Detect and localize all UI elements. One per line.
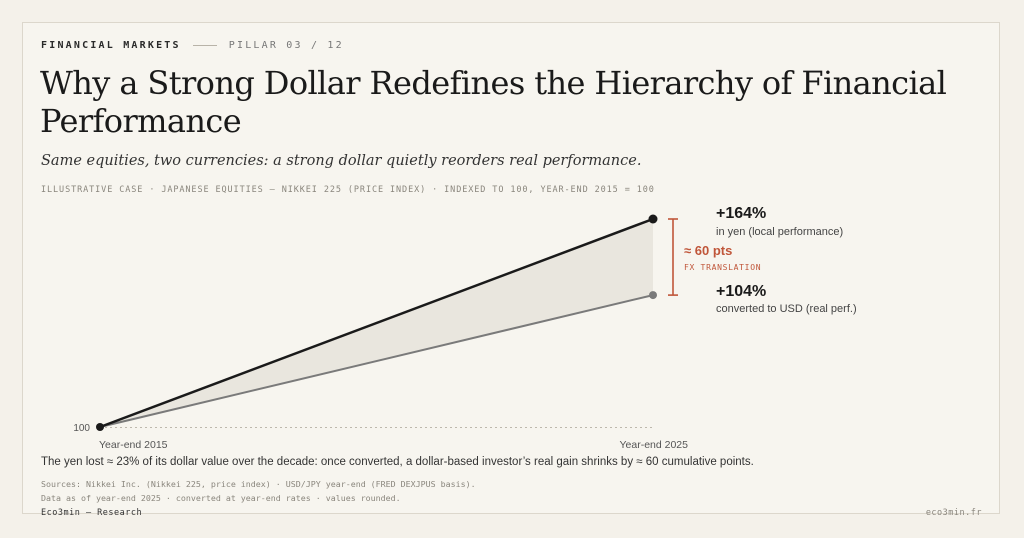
site-link[interactable]: eco3min.fr bbox=[925, 508, 982, 518]
brand: Eco3min — Research bbox=[41, 508, 143, 518]
end-point-yen bbox=[648, 214, 658, 224]
subtitle: Same equities, two currencies: a strong … bbox=[41, 153, 642, 169]
x-tick-label-end: Year-end 2025 bbox=[619, 439, 688, 451]
yen-value-label: +164% bbox=[716, 205, 767, 222]
y-tick-label: 100 bbox=[73, 423, 90, 434]
page-title: Why a Strong Dollar Redefines the Hierar… bbox=[40, 64, 947, 140]
pillar-label: PILLAR 03 / 12 bbox=[228, 40, 344, 51]
sources-line-1: Sources: Nikkei Inc. (Nikkei 225, price … bbox=[41, 479, 476, 489]
usd-value-label: +104% bbox=[716, 283, 767, 300]
kicker: FINANCIAL MARKETS PILLAR 03 / 12 bbox=[41, 40, 344, 51]
series-line-usd bbox=[99, 294, 654, 428]
fx-gap-label: FX TRANSLATION bbox=[684, 263, 762, 272]
fx-gap-value: ≈ 60 pts bbox=[684, 243, 733, 258]
x-tick-label-start: Year-end 2015 bbox=[99, 439, 168, 451]
series-line-yen bbox=[99, 217, 654, 429]
end-point-usd bbox=[649, 291, 657, 300]
yen-note: in yen (local performance) bbox=[716, 226, 844, 238]
summary-text: The yen lost ≈ 23% of its dollar value o… bbox=[41, 456, 754, 468]
fx-gap-bracket bbox=[668, 218, 678, 296]
start-point bbox=[96, 423, 104, 431]
kicker-divider bbox=[192, 45, 217, 46]
chart-caption: ILLUSTRATIVE CASE · JAPANESE EQUITIES — … bbox=[41, 185, 655, 195]
sources: Sources: Nikkei Inc. (Nikkei 225, price … bbox=[41, 478, 476, 505]
usd-note: converted to USD (real perf.) bbox=[716, 303, 857, 315]
sources-line-2: Data as of year-end 2025 · converted at … bbox=[41, 492, 401, 503]
category-label: FINANCIAL MARKETS bbox=[41, 40, 181, 51]
card-frame bbox=[22, 22, 1000, 514]
